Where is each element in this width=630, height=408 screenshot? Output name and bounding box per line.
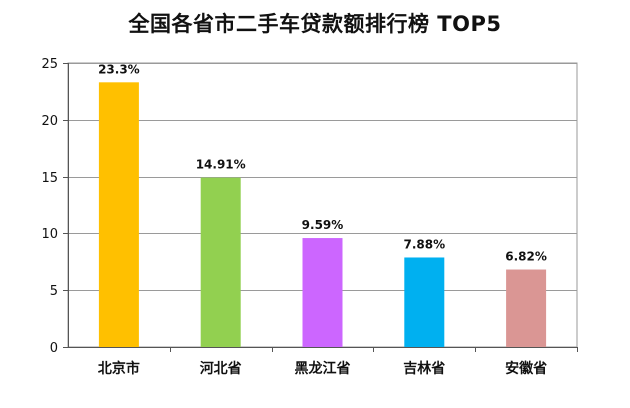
x-category-label: 北京市	[98, 360, 140, 377]
y-tick-label: 20	[41, 114, 58, 129]
y-tick-label: 0	[50, 341, 58, 356]
x-category-label: 吉林省	[403, 360, 445, 377]
y-tick-label: 25	[41, 57, 58, 72]
data-label: 7.88%	[403, 237, 445, 251]
x-category-label: 黑龙江省	[295, 360, 351, 377]
y-tick-label: 10	[41, 227, 58, 242]
x-category-label: 安徽省	[505, 360, 547, 377]
y-tick-label: 15	[41, 171, 58, 186]
data-label: 9.59%	[302, 218, 344, 232]
data-label: 23.3%	[98, 62, 140, 76]
chart-title: 全国各省市二手车贷款额排行榜 TOP5	[128, 12, 502, 36]
bar	[506, 269, 547, 347]
y-tick-label: 5	[50, 284, 58, 299]
bar	[98, 82, 139, 347]
bar	[302, 238, 343, 347]
x-category-label: 河北省	[200, 360, 242, 377]
data-label: 14.91%	[196, 158, 246, 172]
bar	[404, 257, 445, 347]
bar	[200, 177, 241, 347]
data-label: 6.82%	[505, 250, 547, 264]
